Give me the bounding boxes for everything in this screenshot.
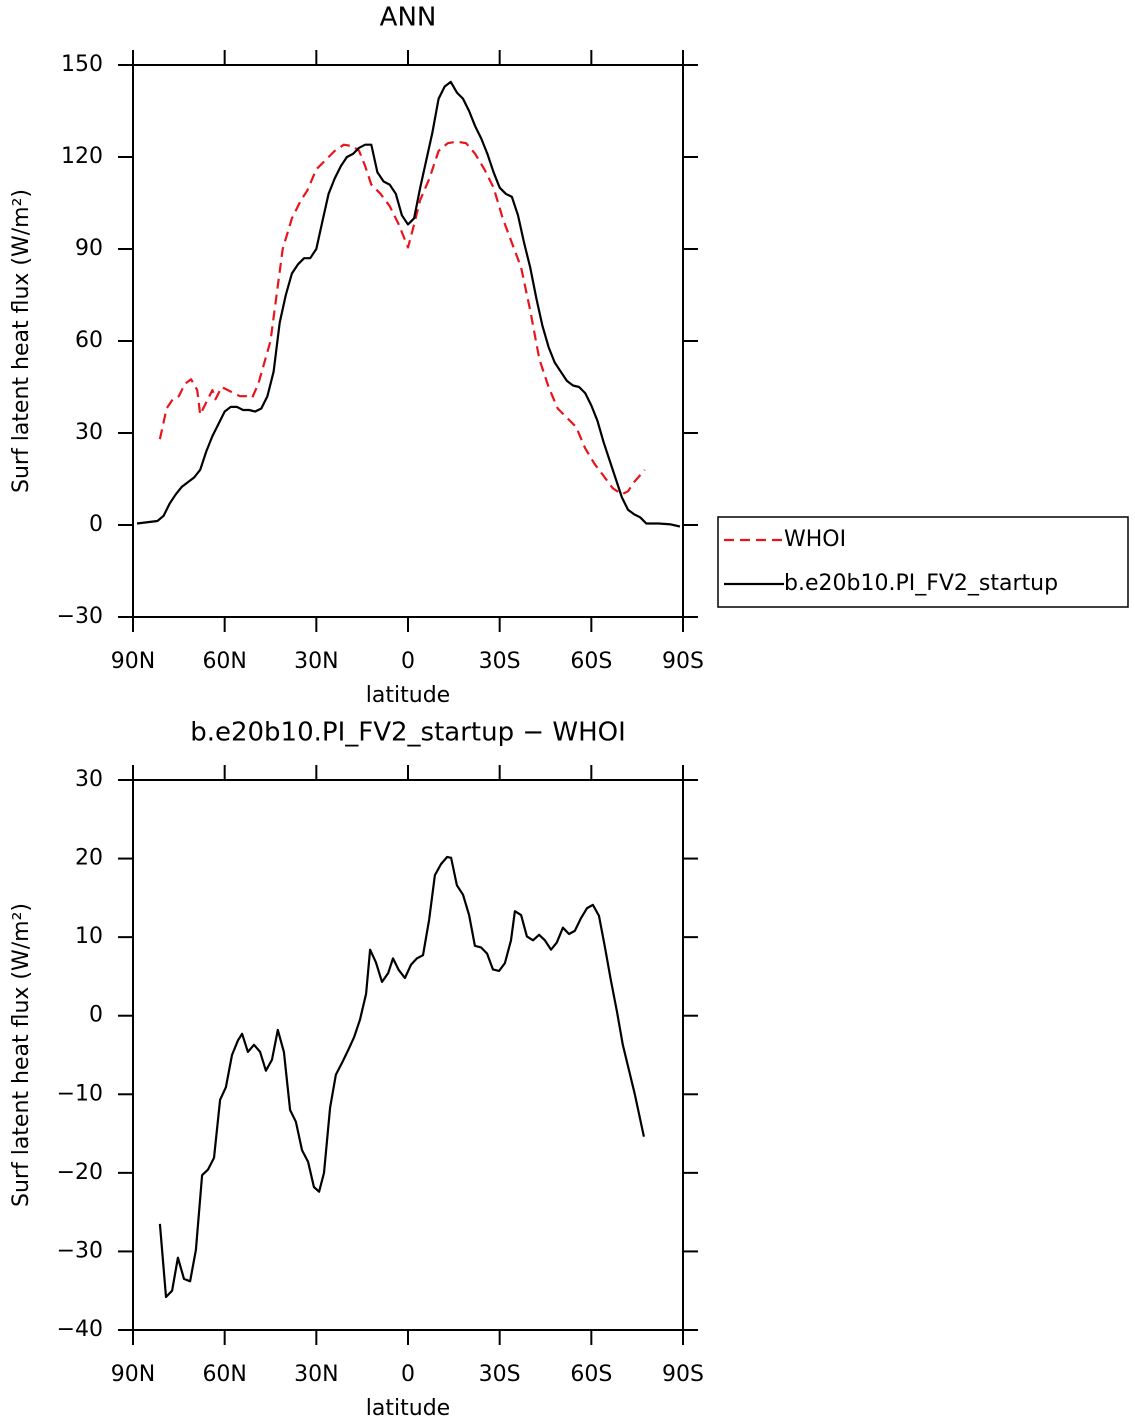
y-tick-label: −10 xyxy=(57,1081,103,1106)
y-tick-label: −20 xyxy=(57,1160,103,1185)
y-axis-label: Surf latent heat flux (W/m²) xyxy=(9,189,34,493)
y-tick-label: 120 xyxy=(61,144,103,169)
y-tick-label: 20 xyxy=(75,846,103,871)
x-tick-label: 60S xyxy=(570,649,612,674)
x-tick-label: 60N xyxy=(202,1362,246,1387)
legend-label: WHOI xyxy=(784,527,846,552)
y-tick-label: −40 xyxy=(57,1317,103,1342)
chart-title: b.e20b10.PI_FV2_startup − WHOI xyxy=(190,718,626,748)
y-tick-label: 150 xyxy=(61,52,103,77)
y-tick-label: 10 xyxy=(75,924,103,949)
x-tick-label: 60S xyxy=(570,1362,612,1387)
data-line xyxy=(158,140,646,496)
x-tick-label: 90S xyxy=(662,1362,704,1387)
x-tick-label: 90N xyxy=(111,1362,155,1387)
y-tick-label: 60 xyxy=(75,328,103,353)
y-tick-label: −30 xyxy=(57,604,103,629)
y-axis-label: Surf latent heat flux (W/m²) xyxy=(9,903,34,1207)
x-tick-label: 90S xyxy=(662,649,704,674)
legend-box xyxy=(717,516,1129,608)
x-tick-label: 30N xyxy=(294,649,338,674)
y-tick-label: 0 xyxy=(89,512,103,537)
x-tick-label: 30S xyxy=(479,649,521,674)
y-tick-label: 0 xyxy=(89,1003,103,1028)
x-tick-label: 30S xyxy=(479,1362,521,1387)
x-axis-label: latitude xyxy=(366,683,450,708)
y-tick-label: 30 xyxy=(75,767,103,792)
y-tick-label: −30 xyxy=(57,1238,103,1263)
y-tick-label: 90 xyxy=(75,236,103,261)
data-line xyxy=(158,855,645,1299)
y-tick-label: 30 xyxy=(75,420,103,445)
data-line xyxy=(136,80,681,528)
x-tick-label: 0 xyxy=(401,1362,415,1387)
legend-label: b.e20b10.PI_FV2_startup xyxy=(784,571,1058,596)
x-tick-label: 30N xyxy=(294,1362,338,1387)
x-tick-label: 60N xyxy=(202,649,246,674)
x-axis-label: latitude xyxy=(366,1396,450,1421)
chart-title: ANN xyxy=(380,3,437,33)
x-tick-label: 0 xyxy=(401,649,415,674)
x-tick-label: 90N xyxy=(111,649,155,674)
plot-frame xyxy=(132,64,684,618)
plot-frame xyxy=(132,779,684,1331)
